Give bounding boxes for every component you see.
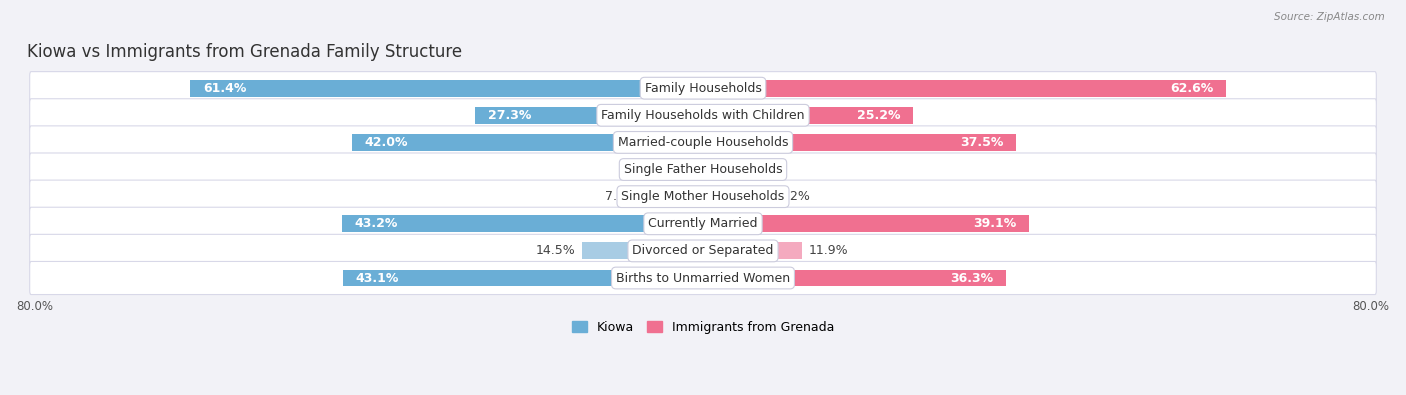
Text: 62.6%: 62.6% <box>1170 82 1213 95</box>
Text: Single Mother Households: Single Mother Households <box>621 190 785 203</box>
Bar <box>703 107 914 124</box>
FancyBboxPatch shape <box>30 180 1376 213</box>
Bar <box>703 161 720 178</box>
Legend: Kiowa, Immigrants from Grenada: Kiowa, Immigrants from Grenada <box>567 316 839 339</box>
Text: 25.2%: 25.2% <box>858 109 901 122</box>
Bar <box>703 270 1007 286</box>
Text: 43.1%: 43.1% <box>356 271 399 284</box>
FancyBboxPatch shape <box>30 261 1376 295</box>
Text: 2.0%: 2.0% <box>727 163 758 176</box>
Text: 14.5%: 14.5% <box>536 245 575 258</box>
FancyBboxPatch shape <box>30 207 1376 240</box>
Text: Source: ZipAtlas.com: Source: ZipAtlas.com <box>1274 12 1385 22</box>
Text: 36.3%: 36.3% <box>950 271 994 284</box>
Text: Currently Married: Currently Married <box>648 217 758 230</box>
Text: Single Father Households: Single Father Households <box>624 163 782 176</box>
Text: 42.0%: 42.0% <box>366 136 408 149</box>
Text: 11.9%: 11.9% <box>808 245 849 258</box>
Bar <box>644 188 703 205</box>
Text: Births to Unmarried Women: Births to Unmarried Women <box>616 271 790 284</box>
Bar <box>342 215 703 232</box>
Text: 37.5%: 37.5% <box>960 136 1004 149</box>
Bar <box>703 188 772 205</box>
Bar <box>703 243 803 259</box>
Text: 7.1%: 7.1% <box>605 190 637 203</box>
Text: 43.2%: 43.2% <box>354 217 398 230</box>
Text: 61.4%: 61.4% <box>202 82 246 95</box>
Bar <box>475 107 703 124</box>
Text: Divorced or Separated: Divorced or Separated <box>633 245 773 258</box>
Bar <box>190 80 703 96</box>
Text: 2.8%: 2.8% <box>641 163 673 176</box>
Bar <box>582 243 703 259</box>
Bar <box>343 270 703 286</box>
FancyBboxPatch shape <box>30 153 1376 186</box>
FancyBboxPatch shape <box>30 99 1376 132</box>
Bar <box>703 80 1226 96</box>
Bar <box>353 134 703 151</box>
Text: Family Households: Family Households <box>644 82 762 95</box>
FancyBboxPatch shape <box>30 126 1376 159</box>
Text: 27.3%: 27.3% <box>488 109 531 122</box>
Text: Married-couple Households: Married-couple Households <box>617 136 789 149</box>
FancyBboxPatch shape <box>30 234 1376 267</box>
Text: 8.2%: 8.2% <box>778 190 810 203</box>
Text: Kiowa vs Immigrants from Grenada Family Structure: Kiowa vs Immigrants from Grenada Family … <box>27 43 463 61</box>
FancyBboxPatch shape <box>30 71 1376 105</box>
Text: 39.1%: 39.1% <box>973 217 1017 230</box>
Bar <box>703 134 1017 151</box>
Text: Family Households with Children: Family Households with Children <box>602 109 804 122</box>
Bar <box>703 215 1029 232</box>
Bar <box>679 161 703 178</box>
